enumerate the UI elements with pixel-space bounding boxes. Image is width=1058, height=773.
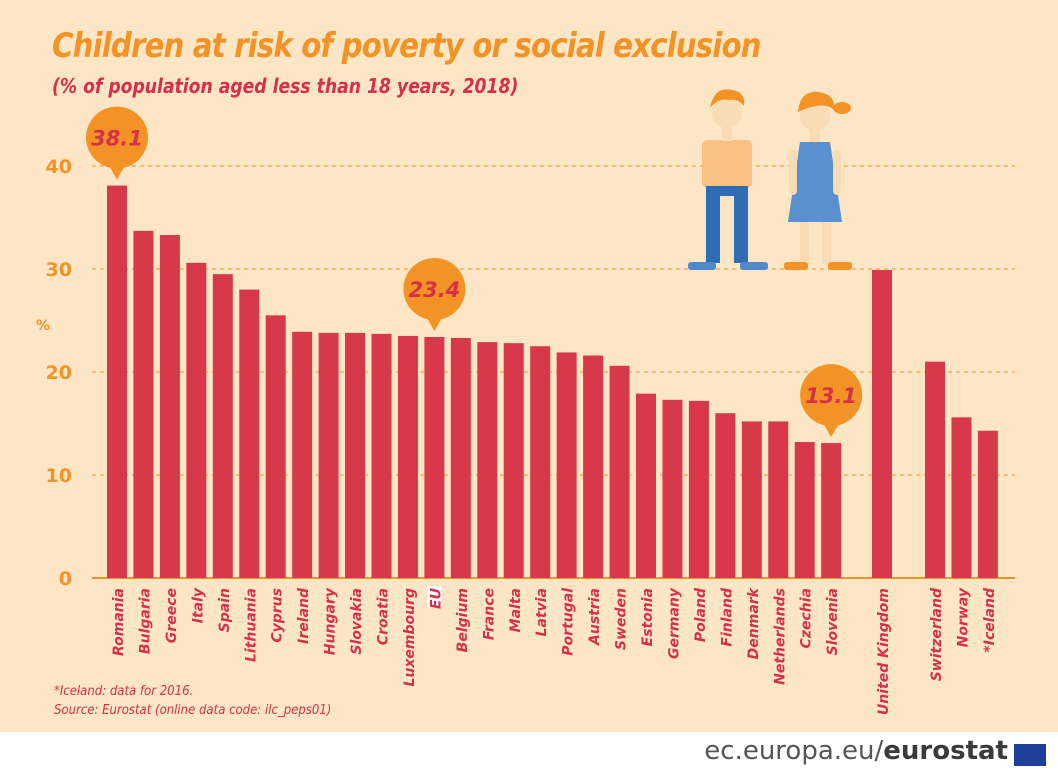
x-tick-label: Germany bbox=[666, 587, 682, 659]
callout-label: 13.1 bbox=[805, 384, 857, 408]
footnotes: *Iceland: data for 2016. Source: Eurosta… bbox=[54, 682, 331, 720]
x-tick-label: Latvia bbox=[534, 588, 550, 636]
girl-figure-icon bbox=[784, 91, 852, 270]
bar-czechia bbox=[794, 442, 815, 578]
bar-portugal bbox=[556, 352, 577, 578]
footer-brand: eurostat bbox=[883, 736, 1008, 766]
eu-label-background bbox=[427, 586, 442, 608]
x-tick-label: Switzerland bbox=[929, 587, 945, 681]
chart-title: Children at risk of poverty or social ex… bbox=[52, 26, 762, 66]
x-tick-label: Croatia bbox=[376, 588, 392, 645]
x-tick-label: Malta bbox=[508, 588, 524, 632]
bar-iceland bbox=[977, 430, 998, 578]
x-tick-label: Slovakia bbox=[349, 588, 365, 655]
footnote-source: Source: Eurostat (online data code: ilc_… bbox=[54, 703, 332, 718]
bar-croatia bbox=[371, 333, 392, 578]
bar-norway bbox=[951, 417, 972, 578]
callout-pointer bbox=[109, 165, 125, 180]
x-tick-label: United Kingdom bbox=[876, 588, 892, 715]
x-tick-label: Estonia bbox=[640, 588, 656, 646]
boy-figure-icon bbox=[688, 89, 768, 270]
x-tick-label: *Iceland bbox=[982, 587, 998, 653]
bar-greece bbox=[159, 235, 180, 578]
bar-slovenia bbox=[821, 443, 842, 578]
x-tick-label: Hungary bbox=[323, 587, 339, 655]
bar-eu bbox=[424, 336, 445, 578]
bar-lithuania bbox=[239, 289, 260, 578]
x-tick-label: Cyprus bbox=[270, 588, 286, 643]
x-tick-label: Denmark bbox=[746, 586, 762, 659]
callout-pointer bbox=[823, 423, 840, 438]
x-tick-label: Slovenia bbox=[825, 588, 841, 655]
callout-slovenia: 13.1 bbox=[800, 364, 863, 438]
footer-logo-text: ec.europa.eu/eurostat bbox=[704, 736, 1008, 766]
callout-eu: 23.4 bbox=[403, 257, 466, 331]
x-tick-label: Austria bbox=[587, 588, 603, 646]
bar-netherlands bbox=[768, 421, 789, 578]
x-tick-label: Belgium bbox=[455, 588, 471, 652]
callout-label: 38.1 bbox=[91, 127, 143, 151]
x-tick-label: Norway bbox=[955, 587, 971, 647]
x-tick-label: Greece bbox=[164, 588, 180, 643]
bar-latvia bbox=[530, 346, 551, 578]
bar-slovakia bbox=[345, 332, 366, 578]
x-tick-label: Portugal bbox=[561, 588, 577, 656]
bar-germany bbox=[662, 399, 683, 578]
x-tick-label: Romania bbox=[111, 588, 127, 656]
x-tick-label: EU bbox=[428, 587, 444, 609]
chart-subtitle: (% of population aged less than 18 years… bbox=[52, 74, 519, 98]
callout-bubble bbox=[86, 106, 148, 169]
x-tick-label: Netherlands bbox=[772, 588, 788, 685]
callout-bubble bbox=[800, 364, 863, 427]
bar-malta bbox=[503, 343, 524, 578]
x-tick-label: Spain bbox=[217, 588, 233, 632]
bar-spain bbox=[212, 274, 233, 578]
bar-austria bbox=[583, 355, 604, 578]
x-tick-label: Sweden bbox=[614, 588, 630, 650]
bar-romania bbox=[107, 185, 127, 578]
footer: ec.europa.eu/eurostat bbox=[0, 732, 1058, 773]
bar-cyprus bbox=[265, 315, 286, 578]
y-tick-label: 40 bbox=[46, 156, 72, 178]
footer-domain: ec.europa.eu/ bbox=[704, 736, 884, 766]
x-tick-label: Poland bbox=[693, 587, 709, 642]
x-tick-label: Luxembourg bbox=[402, 588, 418, 687]
y-tick-label: 20 bbox=[46, 362, 72, 384]
bar-finland bbox=[715, 413, 736, 578]
bar-italy bbox=[186, 262, 207, 578]
y-tick-label: 0 bbox=[59, 568, 72, 590]
bar-switzerland bbox=[925, 361, 945, 578]
bar-sweden bbox=[609, 365, 630, 578]
x-tick-label: Italy bbox=[190, 587, 206, 623]
bar-poland bbox=[688, 400, 709, 578]
eu-flag-icon bbox=[1014, 744, 1046, 766]
bar-belgium bbox=[450, 338, 471, 578]
children-illustration bbox=[688, 89, 852, 270]
x-tick-label: Ireland bbox=[296, 587, 312, 644]
x-tick-label: Lithuania bbox=[243, 588, 259, 662]
x-tick-label: Finland bbox=[719, 587, 735, 647]
y-axis-label: % bbox=[36, 318, 50, 334]
x-tick-label: France bbox=[481, 588, 497, 640]
callout-bubble bbox=[403, 257, 466, 320]
bar-ireland bbox=[292, 331, 313, 578]
callout-pointer bbox=[426, 316, 443, 331]
y-tick-label: 30 bbox=[46, 259, 72, 281]
callout-romania: 38.1 bbox=[86, 106, 148, 180]
x-tick-label: Czechia bbox=[799, 588, 815, 648]
bar-unitedkingdom bbox=[872, 270, 892, 578]
bar-bulgaria bbox=[133, 230, 154, 578]
footnote-iceland: *Iceland: data for 2016. bbox=[54, 684, 194, 699]
bar-france bbox=[477, 342, 498, 578]
bar-denmark bbox=[741, 421, 762, 578]
y-tick-label: 10 bbox=[46, 465, 72, 487]
callout-label: 23.4 bbox=[408, 278, 460, 302]
bar-estonia bbox=[636, 393, 656, 578]
bar-luxembourg bbox=[397, 335, 418, 578]
bar-hungary bbox=[318, 332, 339, 578]
x-tick-label: Bulgaria bbox=[137, 588, 153, 654]
